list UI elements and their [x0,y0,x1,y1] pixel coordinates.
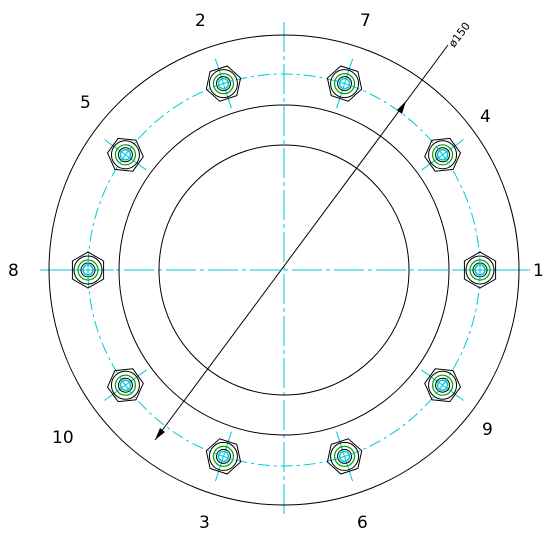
nut-bearing-circle [428,140,458,170]
nut-hexagon [106,368,144,403]
bolt-label-10: 10 [52,428,74,448]
nut-bearing-circle [465,255,495,285]
bolt-thread-circle [119,149,132,161]
nut-hexagon [424,137,462,172]
bolt-label-5: 5 [80,93,91,113]
bolt-thread-circle [217,450,230,463]
bolt-label-3: 3 [199,513,210,533]
bolt-thread-circle [338,77,351,90]
bolt-9 [326,431,363,482]
nut-bearing-circle [330,69,360,99]
bolt-1 [454,251,506,289]
bolt-shank-circle [435,147,451,163]
bolt-thread-circle [217,77,230,90]
bolt-cross-centerline [213,452,234,460]
bolt-7 [104,368,147,403]
bolt-label-2: 2 [195,11,206,31]
bolt-thread-circle [338,450,351,463]
bolt-cross-centerline [334,452,355,460]
bolt-3 [326,58,363,109]
bolt-shank-circle [435,377,451,393]
bolt-group [62,58,506,482]
nut-bearing-circle [110,370,140,400]
flange-outer-circle [48,34,520,506]
bolt-2 [421,137,464,172]
bolt-8 [205,431,242,482]
bolt-thread-circle [436,379,449,391]
bolt-cross-centerline [334,80,355,88]
bolt-shank-circle [117,147,133,163]
bolt-shank-circle [337,448,353,464]
washer-ring [114,374,137,396]
nut-hexagon [326,438,363,475]
bolt-label-6: 6 [357,513,368,533]
bolt-shank-circle [117,377,133,393]
washer-ring [212,445,235,468]
dimension-arrow-lower [155,428,165,440]
nut-hexagon [463,251,497,289]
bolt-4 [205,58,242,109]
bolt-label-8: 8 [8,261,19,281]
bolt-shank-circle [337,76,353,92]
nut-hexagon [326,65,363,102]
nut-hexagon [205,65,242,102]
nut-bearing-circle [208,441,238,471]
flange-raised-face-circle [118,104,450,436]
nut-bearing-circle [428,370,458,400]
bolt-10 [421,368,464,403]
nut-bearing-circle [73,255,103,285]
bolt-label-4: 4 [480,107,491,127]
bolt-cross-centerline [213,80,234,88]
bolt-cross-centerline [436,376,449,394]
washer-ring [333,72,356,95]
bolt-thread-circle [436,149,449,161]
bolt-cross-centerline [119,376,132,394]
bolt-5 [104,137,147,172]
nut-bearing-circle [330,441,360,471]
nut-hexagon [424,368,462,403]
nut-hexagon [71,251,105,289]
flange-bore-circle [158,144,410,396]
nut-hexagon [205,438,242,475]
washer-ring [114,144,137,166]
dimension-arrow-upper [397,101,406,114]
bolt-cross-centerline [436,146,449,164]
washer-ring [212,72,235,95]
bolt-label-7: 7 [360,11,371,31]
bolt-circle-diameter-label: ø150 [446,20,473,50]
bolt-label-9: 9 [482,420,493,440]
bolt-shank-circle [215,448,231,464]
washer-ring [431,144,454,166]
bolt-thread-circle [119,379,132,391]
bolt-6 [62,251,114,289]
bolt-shank-circle [215,76,231,92]
bolt-label-1: 1 [533,261,543,281]
washer-ring [431,374,454,396]
nut-bearing-circle [110,140,140,170]
washer-ring [333,445,356,468]
bolt-cross-centerline [119,146,132,164]
nut-hexagon [106,137,144,172]
nut-bearing-circle [208,69,238,99]
